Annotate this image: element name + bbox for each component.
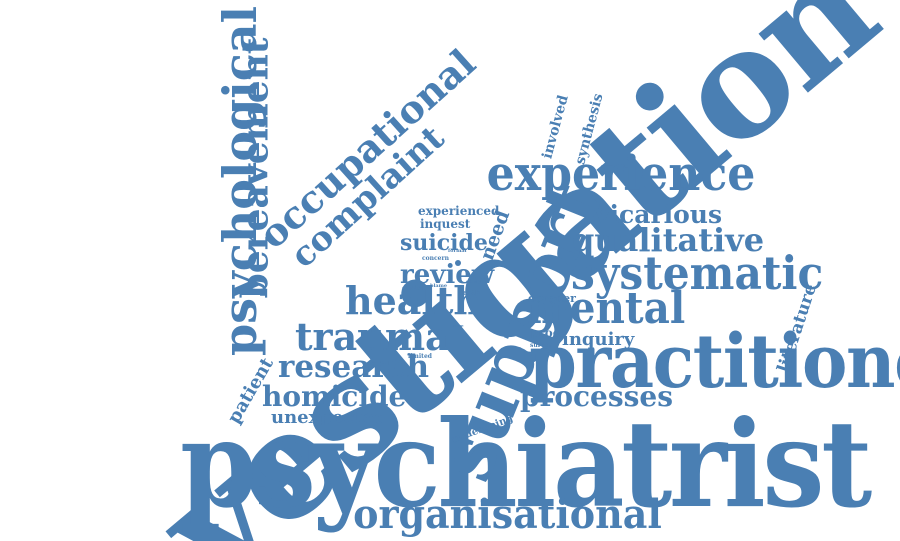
word-processes: processes	[520, 380, 673, 413]
word-formal: formal	[448, 248, 467, 254]
word-study: study	[466, 279, 482, 285]
word-mental: mental	[526, 283, 686, 334]
word-trauma: trauma	[295, 314, 450, 359]
word-suicide: suicide	[400, 230, 488, 256]
word-limited: limited	[408, 353, 432, 360]
word-proc: proc	[530, 326, 561, 340]
word-qualitative: qualitative	[572, 221, 765, 259]
word-research: research	[278, 349, 430, 385]
word-concern: concern	[422, 255, 450, 262]
word-death: death	[458, 288, 481, 297]
word-experience: experience	[486, 146, 756, 202]
word-inquest: inquest	[420, 217, 471, 231]
word-unexpected: unexpected	[271, 407, 387, 428]
word-systematic: systematic	[570, 246, 824, 300]
word-psychiatrist: psychiatrist	[179, 394, 872, 535]
word-homicide: homicide	[262, 380, 407, 413]
word-review: review	[400, 260, 495, 290]
word-organisational: organisational	[353, 491, 662, 538]
word-blame: blame	[430, 283, 448, 289]
word-vicarious: vicarious	[595, 200, 723, 229]
word-inquiry: inquiry	[562, 329, 635, 350]
word-experienced: experienced	[418, 204, 500, 218]
word-coroner: coroner	[528, 292, 576, 305]
word-practitioner: practitioner	[529, 319, 900, 405]
word-bereavement: bereavement	[234, 37, 277, 299]
word-survey: survey	[530, 342, 552, 349]
dot-mark	[455, 260, 461, 266]
word-more: more	[452, 323, 464, 328]
word-clinical: clinical	[402, 285, 427, 292]
word-health: health	[345, 278, 482, 323]
